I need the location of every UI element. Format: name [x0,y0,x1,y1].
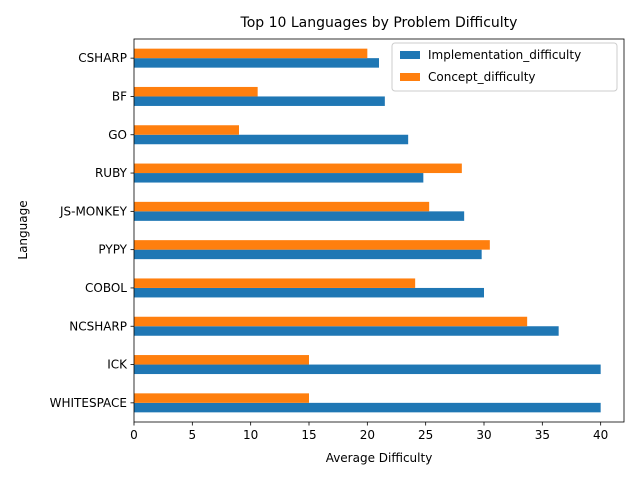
bar-implementation-js-monkey [134,211,465,221]
bar-implementation-bf [134,96,385,106]
y-tick-label: GO [108,128,127,142]
bar-concept-ruby [134,163,462,174]
x-tick-label: 25 [418,428,433,442]
bar-implementation-ncsharp [134,326,559,336]
bar-concept-bf [134,86,258,97]
x-tick-label: 40 [593,428,608,442]
bar-implementation-cobol [134,287,484,298]
legend-swatch [400,51,420,59]
legend-swatch [400,73,420,81]
y-tick-label: ICK [107,358,128,372]
bar-concept-pypy [134,240,490,250]
legend-box [391,42,618,92]
bar-implementation-pypy [134,249,482,260]
y-tick-label: JS-MONKEY [59,204,128,218]
bar-implementation-whitespace [134,402,601,413]
y-axis-label: Language [16,200,30,259]
bar-implementation-go [134,134,409,145]
chart-title: Top 10 Languages by Problem Difficulty [240,15,518,31]
x-tick-label: 30 [476,428,491,442]
bar-concept-csharp [134,48,368,59]
bars-group [134,48,601,413]
bar-concept-cobol [134,278,416,288]
legend: Implementation_difficulty Concept_difficu… [391,42,618,92]
bar-implementation-ick [134,364,601,375]
x-tick-label: 15 [301,428,316,442]
y-tick-label: RUBY [95,166,128,180]
bar-concept-go [134,125,239,135]
x-tick-label: 35 [535,428,550,442]
y-axis: WHITESPACE ICK NCSHARP COBOL PYPY JS-MONKEY RU… [50,51,134,410]
x-tick-label: 0 [130,428,138,442]
bar-implementation-csharp [134,58,379,68]
y-tick-label: COBOL [85,281,127,295]
bar-implementation-ruby [134,173,424,183]
bar-concept-ncsharp [134,316,528,327]
bar-concept-ick [134,355,309,365]
legend-label: Concept_difficulty [428,70,536,84]
y-tick-label: NCSHARP [69,319,127,333]
x-axis-label: Average Difficulty [326,451,433,465]
y-tick-label: BF [112,89,127,103]
x-tick-label: 10 [243,428,258,442]
x-tick-label: 20 [360,428,375,442]
plot-frame [133,38,625,423]
bar-concept-whitespace [134,393,309,403]
x-tick-label: 5 [189,428,197,442]
y-tick-label: PYPY [98,243,127,257]
legend-label: Implementation_difficulty [428,48,581,62]
bar-concept-js-monkey [134,201,430,212]
y-tick-label: CSHARP [78,51,127,65]
x-axis: 0 5 10 15 20 25 30 35 40 [130,422,608,442]
y-tick-label: WHITESPACE [50,396,127,410]
